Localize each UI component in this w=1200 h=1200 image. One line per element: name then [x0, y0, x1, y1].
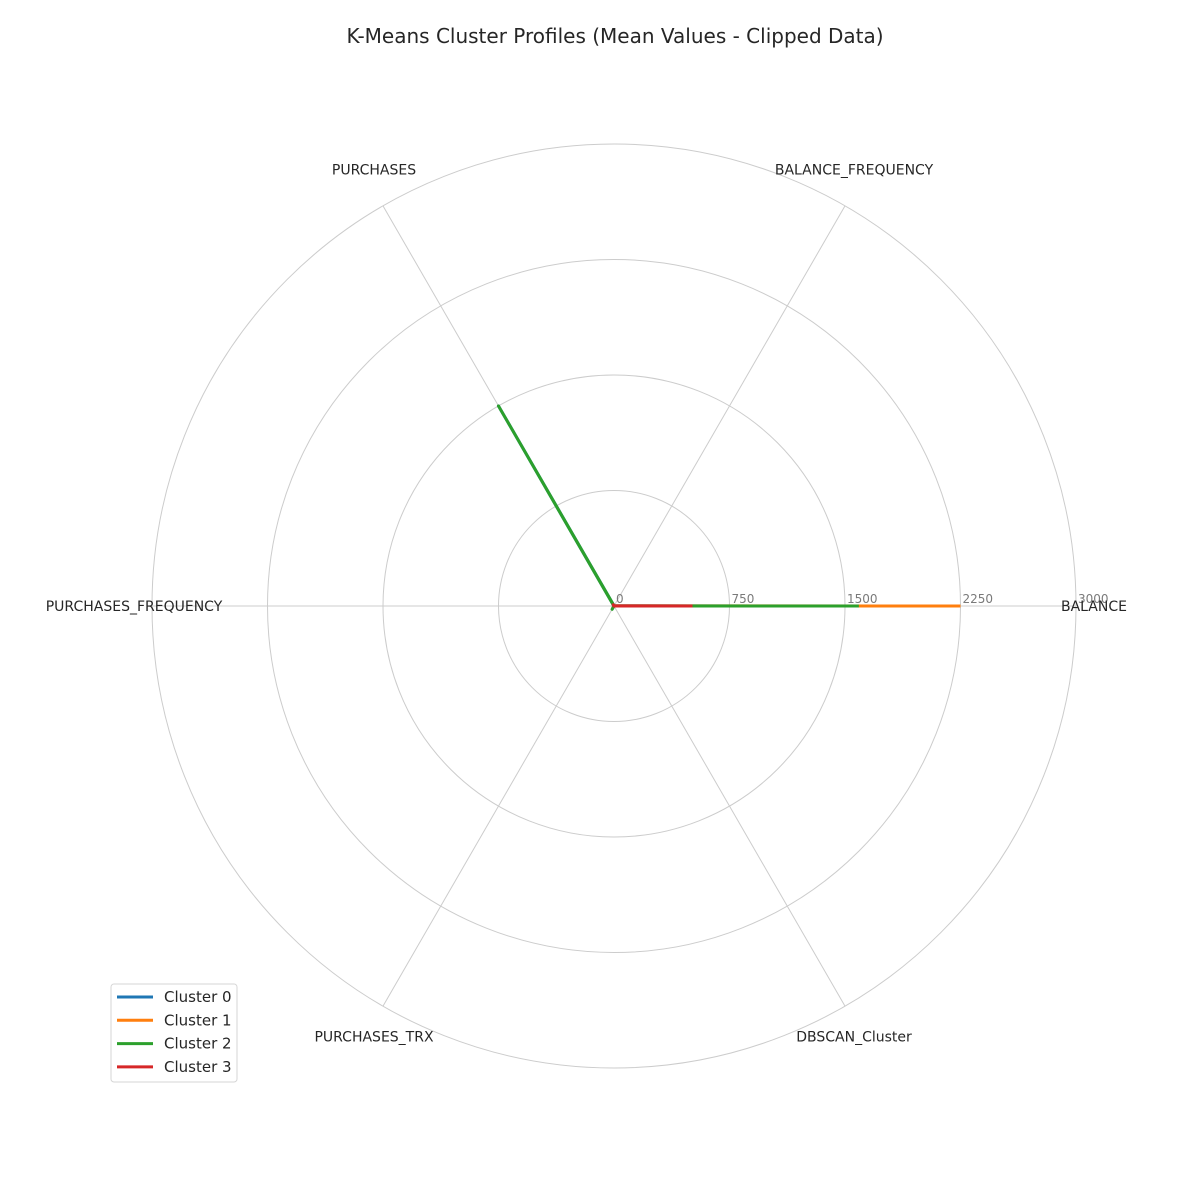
series-line — [611, 603, 693, 608]
category-label: BALANCE — [1061, 599, 1127, 615]
legend-label: Cluster 1 — [164, 1011, 232, 1029]
axis-labels: BALANCE BALANCE_FREQUENCY PURCHASES PURCHAS… — [46, 162, 1127, 1045]
radial-tick-label: 750 — [732, 592, 755, 606]
grid-ring — [151, 143, 1077, 1069]
category-label: PURCHASES_FREQUENCY — [46, 599, 223, 615]
legend-label: Cluster 3 — [164, 1058, 232, 1076]
radial-tick-label: 1500 — [847, 592, 878, 606]
chart-title: K-Means Cluster Profiles (Mean Values - … — [346, 24, 883, 48]
radial-tick-label: 0 — [616, 592, 624, 606]
legend: Cluster 0 Cluster 1 Cluster 2 Cluster 3 — [110, 983, 238, 1083]
radial-tick-label: 3000 — [1078, 592, 1109, 606]
polar-grid: 0 750 1500 2250 3000 — [151, 143, 1109, 1069]
category-label: PURCHASES_TRX — [314, 1030, 433, 1046]
radial-tick-label: 2250 — [963, 592, 994, 606]
legend-box — [110, 983, 238, 1083]
legend-label: Cluster 0 — [164, 988, 232, 1006]
series-line — [497, 404, 855, 611]
series-group — [497, 404, 961, 611]
legend-label: Cluster 2 — [164, 1035, 232, 1053]
category-label: BALANCE_FREQUENCY — [775, 162, 934, 178]
category-label: DBSCAN_Cluster — [796, 1030, 912, 1046]
category-label: PURCHASES — [332, 162, 416, 178]
